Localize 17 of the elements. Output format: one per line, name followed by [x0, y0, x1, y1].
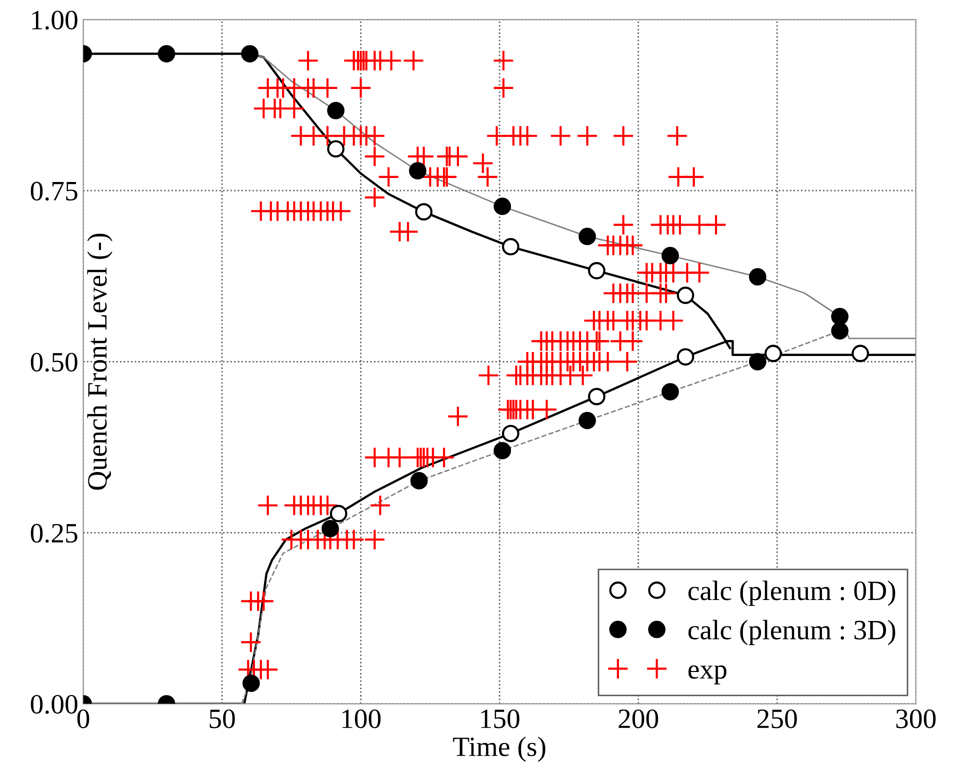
- x-tick-label: 150: [481, 709, 520, 728]
- y-tick-label: 0.25: [30, 524, 78, 543]
- x-tick-label: 0: [77, 709, 90, 728]
- y-tick-label: 0.00: [30, 694, 78, 714]
- legend-label: exp: [688, 665, 726, 684]
- y-tick-label: 1.00: [32, 10, 78, 30]
- y-axis-title: Quench Front Level (-): [87, 234, 112, 490]
- y-tick-label: 0.50: [30, 352, 78, 372]
- x-tick-label: 300: [896, 709, 936, 728]
- y-tick-label: 0.75: [30, 182, 78, 201]
- x-tick-label: 50: [210, 709, 235, 728]
- x-tick-label: 250: [757, 709, 797, 728]
- legend-label: calc (plenum : 0D): [688, 580, 896, 606]
- x-tick-label: 200: [618, 709, 658, 728]
- x-tick-label: 100: [342, 709, 381, 728]
- legend-label: calc (plenum : 3D): [688, 620, 896, 646]
- x-axis-title: Time (s): [453, 736, 546, 762]
